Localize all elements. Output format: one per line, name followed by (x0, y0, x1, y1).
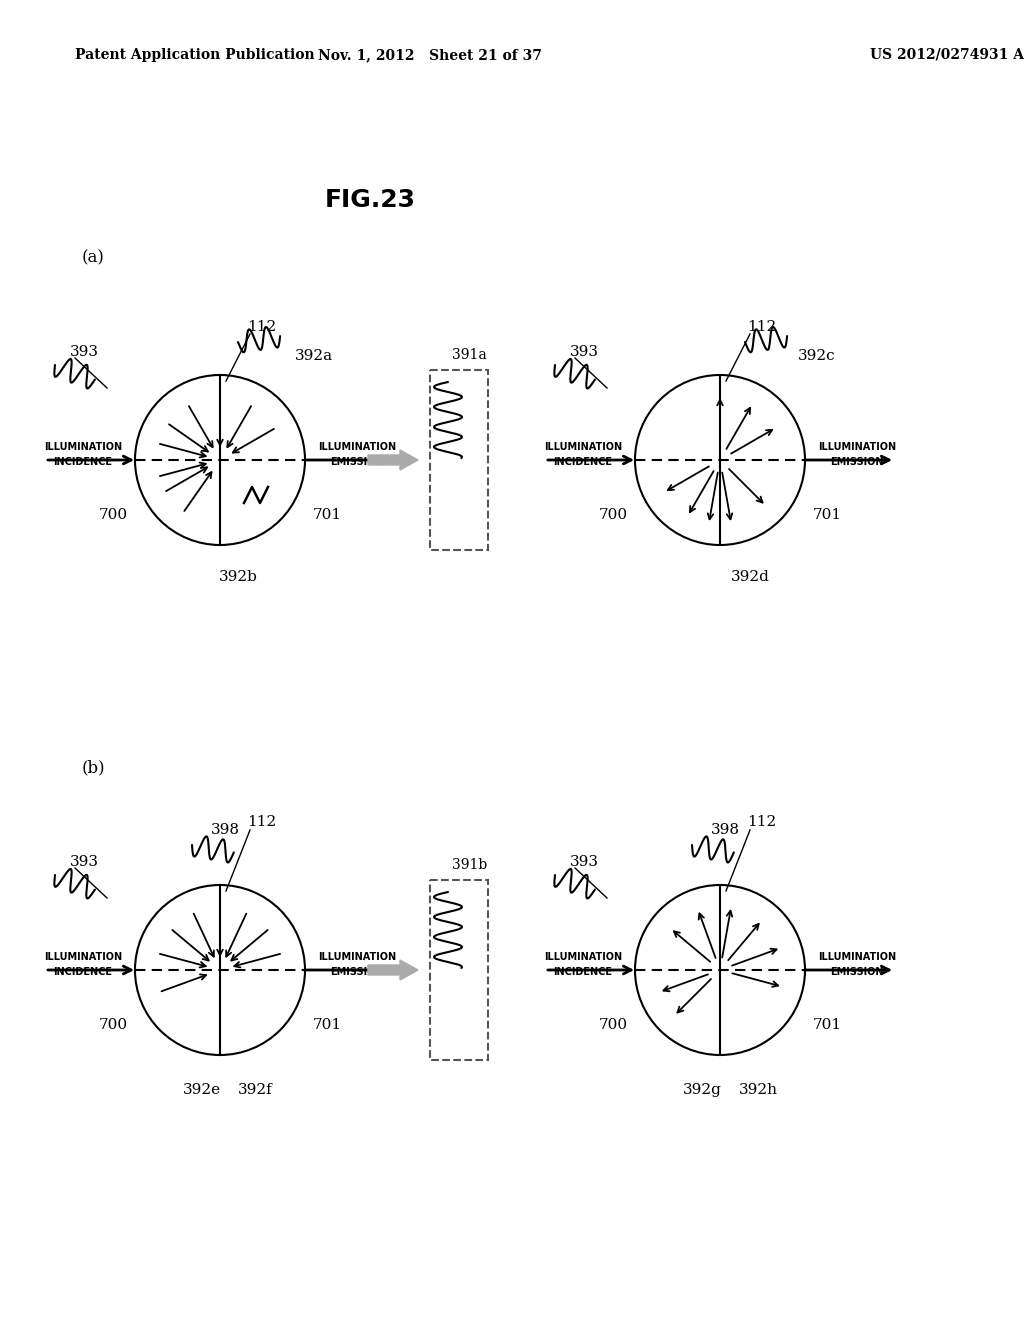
Text: 112: 112 (748, 814, 776, 829)
Text: 701: 701 (812, 508, 842, 521)
Text: EMISSION: EMISSION (331, 457, 384, 467)
Text: 701: 701 (312, 1018, 342, 1032)
Text: EMISSION: EMISSION (331, 968, 384, 977)
Text: 700: 700 (598, 1018, 628, 1032)
Text: 391a: 391a (452, 348, 486, 362)
Text: 398: 398 (211, 822, 240, 837)
FancyArrow shape (368, 960, 418, 979)
Text: Nov. 1, 2012   Sheet 21 of 37: Nov. 1, 2012 Sheet 21 of 37 (318, 48, 542, 62)
Text: 393: 393 (70, 855, 99, 869)
Text: INCIDENCE: INCIDENCE (53, 457, 113, 467)
Text: 392a: 392a (295, 348, 333, 363)
Text: INCIDENCE: INCIDENCE (53, 968, 113, 977)
Text: INCIDENCE: INCIDENCE (554, 457, 612, 467)
Text: 112: 112 (248, 319, 276, 334)
Text: 393: 393 (70, 345, 99, 359)
Text: 392h: 392h (738, 1082, 777, 1097)
Text: ILLUMINATION: ILLUMINATION (44, 952, 122, 962)
Text: ILLUMINATION: ILLUMINATION (544, 952, 622, 962)
Text: 398: 398 (711, 822, 739, 837)
Text: ILLUMINATION: ILLUMINATION (317, 442, 396, 451)
Bar (430, 370, 488, 550)
Text: ILLUMINATION: ILLUMINATION (818, 952, 896, 962)
Text: 700: 700 (98, 508, 128, 521)
Text: 392d: 392d (730, 570, 769, 583)
Text: 700: 700 (98, 1018, 128, 1032)
Text: ILLUMINATION: ILLUMINATION (818, 442, 896, 451)
Text: ILLUMINATION: ILLUMINATION (44, 442, 122, 451)
Text: 393: 393 (570, 855, 599, 869)
Text: 392e: 392e (183, 1082, 221, 1097)
Text: 391b: 391b (452, 858, 487, 873)
Text: 392g: 392g (683, 1082, 722, 1097)
Text: (a): (a) (82, 249, 104, 267)
Text: 700: 700 (598, 508, 628, 521)
Text: ILLUMINATION: ILLUMINATION (544, 442, 622, 451)
Text: US 2012/0274931 A1: US 2012/0274931 A1 (870, 48, 1024, 62)
Text: 393: 393 (570, 345, 599, 359)
Text: INCIDENCE: INCIDENCE (554, 968, 612, 977)
Text: (b): (b) (82, 759, 105, 776)
Text: FIG.23: FIG.23 (325, 187, 416, 213)
Text: EMISSION: EMISSION (830, 968, 884, 977)
Text: 701: 701 (812, 1018, 842, 1032)
Text: 112: 112 (748, 319, 776, 334)
Text: 112: 112 (248, 814, 276, 829)
Text: ILLUMINATION: ILLUMINATION (317, 952, 396, 962)
Bar (430, 880, 488, 1060)
Text: Patent Application Publication: Patent Application Publication (75, 48, 314, 62)
Text: 701: 701 (312, 508, 342, 521)
Text: 392c: 392c (798, 348, 836, 363)
Text: EMISSION: EMISSION (830, 457, 884, 467)
Text: 392b: 392b (218, 570, 257, 583)
FancyArrow shape (368, 450, 418, 470)
Text: 392f: 392f (238, 1082, 272, 1097)
